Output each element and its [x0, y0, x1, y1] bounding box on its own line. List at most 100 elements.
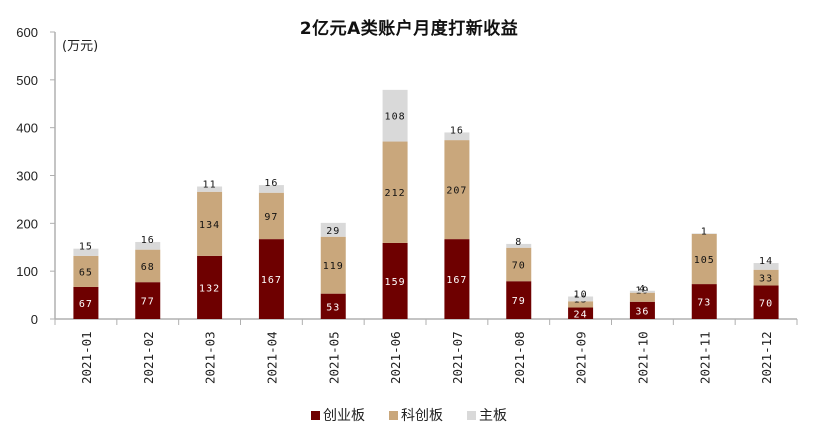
x-tick-label: 2021-09	[574, 331, 589, 384]
bar-segment	[444, 140, 470, 240]
x-tick-label: 2021-07	[450, 331, 465, 384]
data-label: 1	[701, 226, 708, 237]
data-label: 119	[323, 261, 344, 272]
data-label: 77	[141, 297, 155, 308]
bar-segment	[382, 141, 408, 243]
y-tick-label: 300	[16, 169, 38, 184]
x-tick-label: 2021-10	[635, 331, 650, 384]
data-label: 16	[264, 178, 278, 189]
bar-segment	[568, 301, 594, 308]
data-label: 8	[515, 237, 522, 248]
bar-segment	[135, 241, 161, 250]
data-label: 53	[326, 302, 340, 313]
data-label: 212	[385, 188, 406, 199]
legend-label: 主板	[479, 408, 507, 424]
x-tick-label: 2021-05	[326, 331, 341, 384]
legend-item: 科创板	[389, 405, 443, 425]
bar-segment	[629, 290, 655, 293]
data-label: 108	[385, 112, 406, 123]
data-label: 14	[759, 256, 773, 267]
x-tick-label: 2021-08	[512, 331, 527, 384]
bar-segment	[629, 292, 655, 302]
bar-segment	[320, 236, 346, 294]
legend-item: 创业板	[311, 405, 365, 425]
bar-segment	[73, 255, 99, 287]
data-label: 33	[759, 274, 773, 285]
legend-swatch-icon	[467, 410, 476, 420]
bar-segment	[506, 247, 532, 282]
bar-segment	[73, 286, 99, 319]
data-label: 36	[635, 306, 649, 317]
data-label: 207	[446, 186, 467, 197]
data-label: 70	[512, 260, 526, 271]
data-label: 167	[261, 275, 282, 286]
y-tick-label: 400	[16, 121, 38, 136]
data-label: 11	[203, 180, 217, 191]
bar-segment	[568, 296, 594, 302]
data-label: 105	[694, 255, 715, 266]
bar-segment	[135, 282, 161, 319]
bar-segment	[691, 233, 717, 234]
y-tick-label: 0	[31, 312, 38, 327]
x-tick-label: 2021-04	[264, 331, 279, 384]
y-tick-label: 600	[16, 25, 38, 40]
y-tick-label: 100	[16, 264, 38, 279]
data-label: 65	[79, 267, 93, 278]
bar-segment	[753, 263, 779, 270]
bar-segment	[258, 239, 284, 319]
data-label: 24	[574, 309, 588, 320]
bar-segment	[382, 89, 408, 142]
data-label: 10	[574, 290, 588, 301]
bar-segment	[691, 233, 717, 285]
legend-label: 创业板	[323, 408, 365, 424]
data-label: 132	[199, 283, 220, 294]
bar-segment	[629, 301, 655, 319]
data-label: 167	[446, 275, 467, 286]
legend-swatch-icon	[389, 410, 398, 420]
legend-swatch-icon	[311, 410, 320, 420]
bar-segment	[568, 307, 594, 319]
x-tick-label: 2021-03	[203, 331, 218, 384]
bar-segment	[691, 284, 717, 319]
data-label: 15	[79, 242, 93, 253]
chart-title: 2亿元A类账户月度打新收益	[299, 19, 519, 39]
data-label: 79	[512, 296, 526, 307]
data-label: 73	[697, 298, 711, 309]
data-label: 159	[385, 277, 406, 288]
y-tick-label: 200	[16, 216, 38, 231]
legend: 创业板 科创板 主板	[0, 405, 818, 425]
bar-segment	[506, 281, 532, 319]
bar-segment	[506, 243, 532, 248]
x-tick-label: 2021-02	[141, 331, 156, 384]
bar-segment	[753, 285, 779, 319]
legend-item: 主板	[467, 405, 507, 425]
bar-segment	[320, 222, 346, 237]
bar-segment	[320, 293, 346, 319]
bar-segment	[444, 132, 470, 141]
bar-segment	[258, 185, 284, 193]
bar-segment	[753, 269, 779, 286]
data-label: 134	[199, 220, 220, 231]
data-label: 16	[141, 235, 155, 246]
data-label: 4	[639, 284, 646, 295]
bar-segment	[444, 239, 470, 319]
y-axis-unit-label: (万元)	[62, 39, 99, 54]
x-tick-label: 2021-06	[388, 331, 403, 384]
bar-segment	[135, 249, 161, 283]
legend-label: 科创板	[401, 408, 443, 424]
bar-segment	[197, 186, 223, 192]
data-label: 70	[759, 298, 773, 309]
data-label: 16	[450, 125, 464, 136]
bar-segment	[382, 242, 408, 319]
bar-segment	[197, 255, 223, 319]
data-label: 68	[141, 262, 155, 273]
bar-segment	[258, 192, 284, 240]
data-label: 97	[264, 212, 278, 223]
y-tick-label: 500	[16, 73, 38, 88]
data-label: 29	[326, 226, 340, 237]
x-tick-label: 2021-11	[697, 331, 712, 384]
bar-segment	[73, 248, 99, 256]
x-tick-label: 2021-01	[79, 331, 94, 384]
data-label: 67	[79, 299, 93, 310]
